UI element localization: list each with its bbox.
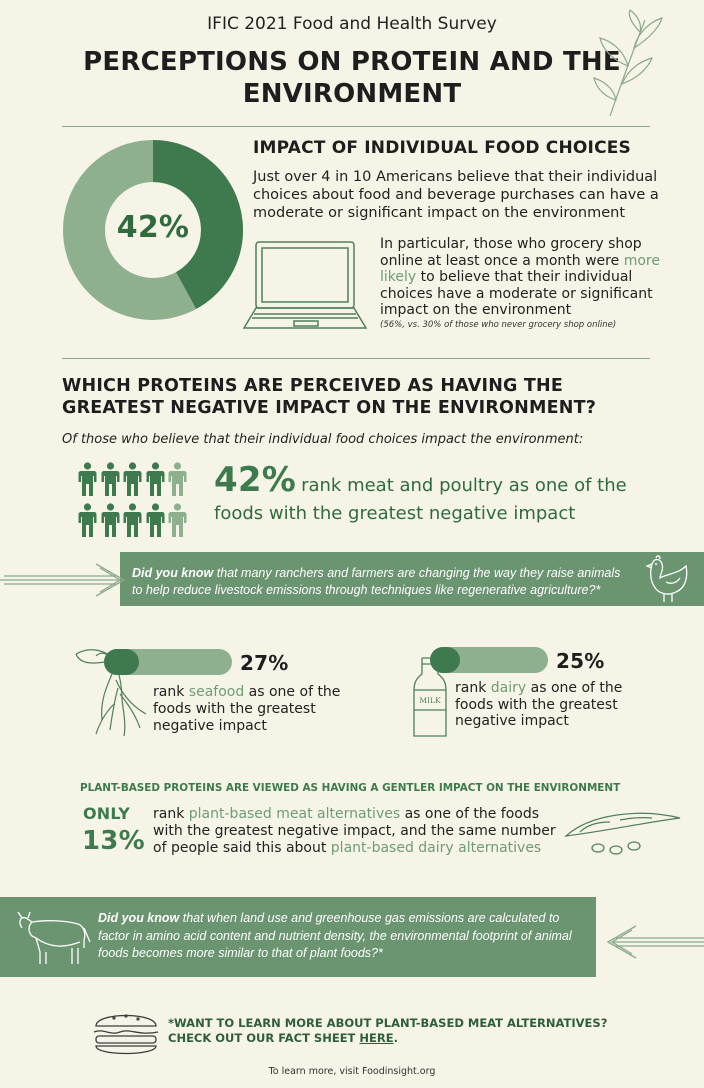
grocery-text-part1: In particular, those who grocery shop on…: [380, 236, 642, 269]
cow-icon: [17, 911, 91, 964]
grocery-note: (56%, vs. 30% of those who never grocery…: [380, 320, 617, 330]
cta-line2: CHECK OUT OUR FACT SHEET HERE.: [168, 1031, 638, 1046]
plant-t2: as one of the foods with the greatest ne…: [153, 806, 556, 856]
plant-text: rank plant-based meat alternatives as on…: [153, 806, 573, 857]
person-icon: [123, 503, 142, 537]
plant-h2: plant-based dairy alternatives: [330, 840, 542, 856]
dyk2-text: that when land use and greenhouse gas em…: [98, 911, 572, 960]
person-icon: [101, 503, 119, 537]
person-icon: [168, 503, 187, 537]
protein-heading-line1: WHICH PROTEINS ARE PERCEIVED AS HAVING T…: [62, 376, 564, 396]
dairy-bar-fill: [430, 647, 460, 673]
grocery-text-part2: to believe that their individual choices…: [380, 269, 653, 318]
dyk2-lead: Did you know: [98, 911, 180, 925]
plant-t1: rank: [153, 806, 185, 822]
meat-text-1: rank meat and poultry as one of the: [301, 475, 627, 496]
seafood-bar-fill: [104, 649, 139, 675]
seafood-highlight: seafood: [188, 684, 245, 700]
person-icon: [123, 462, 142, 496]
herb-sprig-icon: [593, 9, 663, 117]
burger-icon: [93, 1014, 159, 1055]
cta-line2-post: .: [393, 1031, 398, 1045]
impact-text: Just over 4 in 10 Americans believe that…: [253, 169, 659, 221]
dyk1-lead: Did you know: [132, 566, 214, 580]
page-title-line1: PERCEPTIONS ON PROTEIN AND THE: [83, 47, 621, 77]
plant-heading: PLANT-BASED PROTEINS ARE VIEWED AS HAVIN…: [80, 782, 621, 794]
person-icon: [78, 503, 97, 537]
plant-pct: 13%: [82, 826, 145, 856]
meat-stat: 42% rank meat and poultry as one of the …: [214, 463, 664, 526]
dairy-highlight: dairy: [490, 680, 527, 696]
donut-value-arc: [63, 140, 243, 320]
footer-text: To learn more, visit Foodinsight.org: [268, 1066, 436, 1077]
meat-pct: 42%: [214, 460, 296, 500]
arrow-left-icon: [606, 925, 704, 959]
seafood-pct: 27%: [240, 651, 289, 675]
pea-pod-icon: [564, 812, 681, 855]
divider-top: [62, 126, 650, 127]
milk-label: MILK: [419, 696, 441, 705]
donut-label: 42%: [116, 210, 190, 245]
seafood-pre: rank: [153, 684, 185, 700]
cta-link[interactable]: HERE: [359, 1031, 394, 1045]
protein-heading-line2: GREATEST NEGATIVE IMPACT ON THE ENVIRONM…: [62, 398, 597, 418]
fish-icon: [75, 649, 147, 737]
page-title-line2: ENVIRONMENT: [242, 79, 462, 109]
did-you-know-banner-2: Did you know that when land use and gree…: [0, 897, 596, 977]
plant-h1: plant-based meat alternatives: [188, 806, 401, 822]
donut-chart: [63, 140, 243, 320]
person-icon: [168, 462, 187, 496]
dairy-pre: rank: [455, 680, 487, 696]
page-title: PERCEPTIONS ON PROTEIN AND THE ENVIRONME…: [60, 46, 644, 110]
dairy-pct: 25%: [556, 649, 605, 673]
protein-heading: WHICH PROTEINS ARE PERCEIVED AS HAVING T…: [62, 375, 596, 419]
meat-text-2: foods with the greatest negative impact: [214, 503, 576, 524]
dairy-text: rank dairy as one of the foods with the …: [455, 680, 655, 730]
arrow-right-icon: [0, 563, 126, 597]
cta-line2-pre: CHECK OUT OUR FACT SHEET: [168, 1031, 356, 1045]
did-you-know-banner-1: Did you know that many ranchers and farm…: [120, 552, 704, 606]
person-icon: [146, 462, 164, 496]
person-icon: [101, 462, 119, 496]
survey-name: IFIC 2021 Food and Health Survey: [207, 14, 497, 34]
chicken-icon: [645, 555, 688, 602]
dyk1-text: that many ranchers and farmers are chang…: [132, 566, 621, 597]
cta-text: *WANT TO LEARN MORE ABOUT PLANT-BASED ME…: [168, 1016, 638, 1046]
plant-only: ONLY: [83, 804, 131, 823]
cta-line1: *WANT TO LEARN MORE ABOUT PLANT-BASED ME…: [168, 1016, 608, 1030]
dairy-post: as one of the foods with the greatest ne…: [455, 680, 623, 729]
impact-heading: IMPACT OF INDIVIDUAL FOOD CHOICES: [253, 138, 632, 158]
person-icon: [146, 503, 164, 537]
divider-mid: [62, 358, 650, 359]
people-grid: [78, 462, 190, 542]
person-icon: [78, 462, 97, 496]
seafood-text: rank seafood as one of the foods with th…: [153, 684, 353, 735]
protein-subhead: Of those who believe that their individu…: [62, 432, 584, 447]
seafood-bar-track: [104, 649, 232, 675]
grocery-text-highlight: more likely: [380, 252, 660, 286]
grocery-text: In particular, those who grocery shop on…: [380, 236, 670, 319]
seafood-post: as one of the foods with the greatest ne…: [153, 684, 341, 734]
dairy-bar-track: [430, 647, 548, 673]
laptop-icon: [242, 241, 368, 329]
